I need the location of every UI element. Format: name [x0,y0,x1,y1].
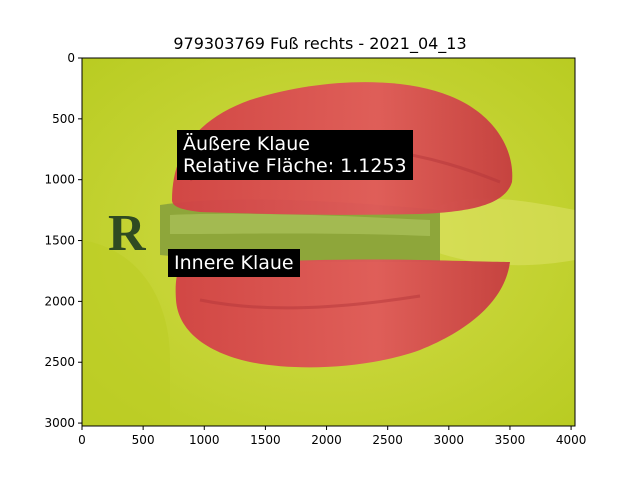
x-tick-label: 500 [132,433,155,447]
outer-claw-label: Äußere Klaue Relative Fläche: 1.1253 [177,130,413,180]
x-tick-label: 1500 [250,433,281,447]
x-tick-label: 3500 [495,433,526,447]
outer-claw-name: Äußere Klaue [183,133,310,155]
x-tick-label: 3000 [434,433,465,447]
x-tick-label: 4000 [556,433,587,447]
y-tick-label: 0 [67,51,75,65]
outer-claw-area: Relative Fläche: 1.1253 [183,155,407,177]
x-tick-label: 2500 [372,433,403,447]
y-tick-label: 500 [52,112,75,126]
inner-claw-label: Innere Klaue [168,249,300,277]
plot-title: 979303769 Fuß rechts - 2021_04_13 [173,34,467,53]
y-tick-label: 1500 [44,234,75,248]
marker-letter-r: R [108,205,147,262]
y-tick-label: 3000 [44,416,75,430]
y-axis-ticks: 0 500 1000 1500 2000 2500 3000 [44,51,82,430]
x-tick-label: 2000 [311,433,342,447]
y-tick-label: 2000 [44,294,75,308]
inner-claw-name: Innere Klaue [174,252,294,274]
x-axis-ticks: 0 500 1000 1500 2000 2500 3000 3500 4000 [78,426,586,447]
hoof-photo: R [82,58,575,426]
axes-frame [81,57,576,427]
y-tick-label: 2500 [44,355,75,369]
x-tick-label: 0 [78,433,86,447]
inner-claw-overlay [175,259,510,368]
y-tick-label: 1000 [44,173,75,187]
x-tick-label: 1000 [189,433,220,447]
